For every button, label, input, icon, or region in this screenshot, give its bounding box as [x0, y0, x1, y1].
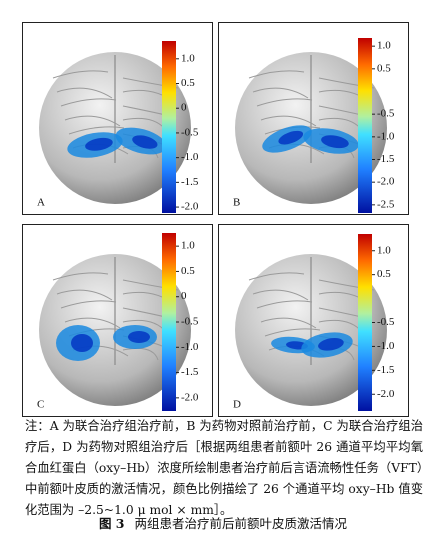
colorbar-tick-label: -1.5: [181, 366, 199, 378]
colorbar-tick-label: 0: [181, 102, 187, 114]
colorbar-tick-label: 0.5: [377, 62, 391, 74]
colorbar-tick-label: 0.5: [181, 77, 195, 89]
figure-title-text: 两组患者治疗前后前额叶皮质激活情况: [134, 516, 348, 531]
colorbar-tick-label: -2.5: [377, 198, 395, 210]
colorbar-tick-label: -1.0: [181, 341, 199, 353]
activation-core: [132, 135, 158, 149]
panel: B 1.0 0.5 -0.5 -1.0 -1.5 -2.0 -2.5: [218, 22, 409, 215]
colorbar-tick-label: 1.0: [181, 240, 195, 252]
panel-graphic: D 1.0 0.5 -0.5 -1.0 -1.5 -2.0: [233, 234, 395, 411]
activation-core: [321, 135, 349, 149]
panel-graphic: C 1.0 0.5 0 -0.5 -1.0 -1.5 -2.0: [37, 233, 199, 411]
colorbar-tick-label: 0.5: [181, 265, 195, 277]
colorbar-tick-label: -0.5: [181, 126, 199, 138]
colorbar-tick-label: -2.0: [377, 176, 395, 188]
colorbar: [358, 234, 372, 411]
colorbar-tick-label: -0.5: [181, 316, 199, 328]
panel: D 1.0 0.5 -0.5 -1.0 -1.5 -2.0: [218, 224, 409, 417]
colorbar-tick-label: -0.5: [377, 108, 395, 120]
activation-core: [278, 130, 304, 145]
colorbar-tick-label: 1.0: [377, 244, 391, 256]
panel: C 1.0 0.5 0 -0.5 -1.0 -1.5 -2.0: [22, 224, 213, 417]
colorbar-tick-label: 1.0: [181, 52, 195, 64]
activation-core: [318, 337, 344, 351]
colorbar-tick-label: -2.0: [181, 201, 199, 213]
colorbar-tick-label: -1.5: [377, 364, 395, 376]
figure-number: 图 3: [98, 516, 125, 531]
activation-core: [128, 331, 150, 343]
colorbar: [162, 233, 176, 411]
panel: A 1.0 0.5 0 -0.5 -1.0 -1.5 -2.0: [22, 22, 213, 215]
colorbar-tick-label: 1.0: [377, 40, 391, 52]
colorbar-tick-label: -1.5: [377, 153, 395, 165]
panel-label: A: [37, 197, 45, 209]
colorbar-tick-label: -0.5: [377, 316, 395, 328]
panel-label: D: [233, 399, 241, 411]
activation-core: [71, 334, 93, 352]
colorbar-tick-label: 0.5: [377, 268, 391, 280]
colorbar: [162, 41, 176, 213]
colorbar-tick-label: -1.5: [181, 176, 199, 188]
colorbar: [358, 38, 372, 213]
colorbar-tick-label: -2.0: [377, 388, 395, 400]
colorbar-tick-label: -1.0: [377, 340, 395, 352]
panel-label: C: [37, 399, 44, 411]
colorbar-tick-label: -1.0: [181, 151, 199, 163]
figure-title: 图 3 两组患者治疗前后前额叶皮质激活情况: [0, 513, 446, 532]
colorbar-tick-label: -1.0: [377, 130, 395, 142]
panel-graphic: A 1.0 0.5 0 -0.5 -1.0 -1.5 -2.0: [37, 41, 199, 213]
colorbar-tick-label: -2.0: [181, 391, 199, 403]
colorbar-tick-label: 0: [181, 290, 187, 302]
caption: 注：A 为联合治疗组治疗前，B 为药物对照前治疗前，C 为联合治疗组治疗后，D …: [25, 419, 423, 517]
panel-label: B: [233, 197, 240, 209]
panel-graphic: B 1.0 0.5 -0.5 -1.0 -1.5 -2.0 -2.5: [233, 38, 395, 213]
activation-core: [85, 137, 113, 151]
